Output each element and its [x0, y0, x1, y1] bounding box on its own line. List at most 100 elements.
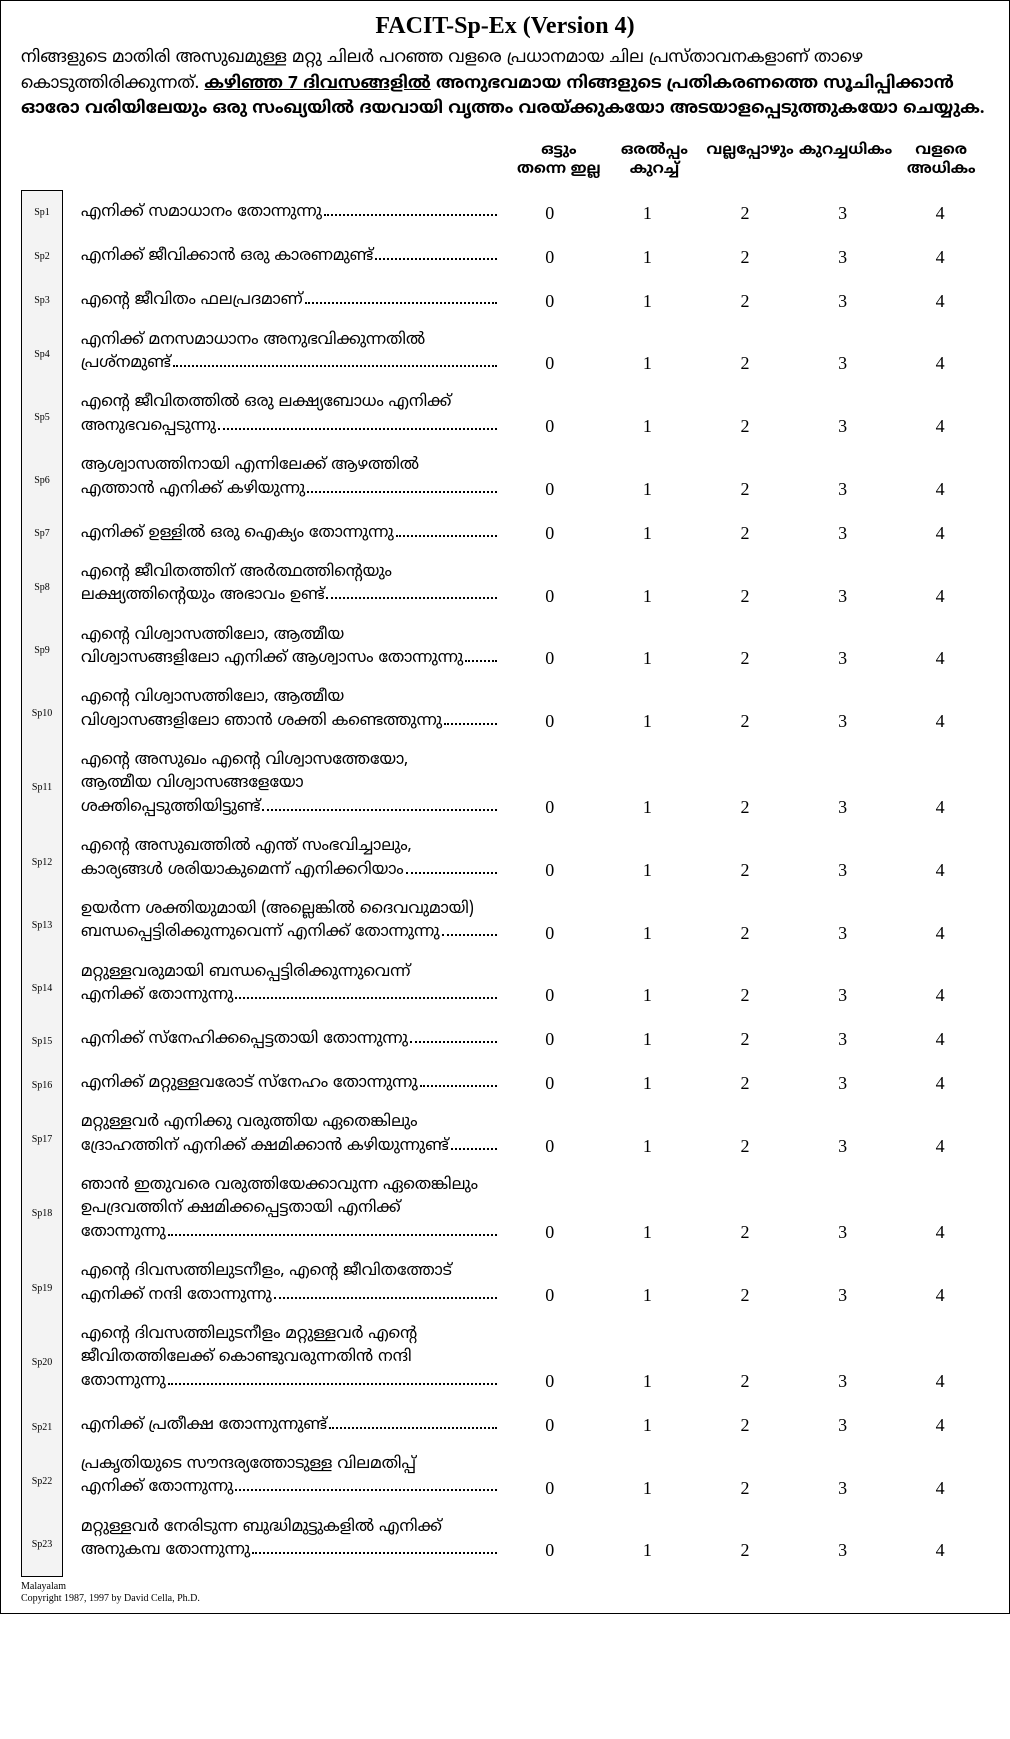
scale-option-4[interactable]: 4: [891, 1371, 989, 1394]
scale-option-0[interactable]: 0: [501, 1073, 599, 1096]
scale-option-1[interactable]: 1: [599, 1222, 697, 1245]
scale-option-3[interactable]: 3: [794, 860, 892, 883]
scale-option-2[interactable]: 2: [696, 353, 794, 376]
scale-option-2[interactable]: 2: [696, 1540, 794, 1563]
scale-option-1[interactable]: 1: [599, 479, 697, 502]
scale-option-4[interactable]: 4: [891, 1222, 989, 1245]
scale-option-1[interactable]: 1: [599, 291, 697, 314]
scale-option-4[interactable]: 4: [891, 416, 989, 439]
scale-option-4[interactable]: 4: [891, 1415, 989, 1438]
scale-option-3[interactable]: 3: [794, 1073, 892, 1096]
scale-option-4[interactable]: 4: [891, 923, 989, 946]
scale-option-3[interactable]: 3: [794, 353, 892, 376]
scale-option-3[interactable]: 3: [794, 479, 892, 502]
scale-option-4[interactable]: 4: [891, 1136, 989, 1159]
scale-option-1[interactable]: 1: [599, 648, 697, 671]
scale-option-3[interactable]: 3: [794, 416, 892, 439]
scale-option-4[interactable]: 4: [891, 1285, 989, 1308]
scale-option-2[interactable]: 2: [696, 860, 794, 883]
scale-option-1[interactable]: 1: [599, 1136, 697, 1159]
scale-option-0[interactable]: 0: [501, 923, 599, 946]
scale-option-2[interactable]: 2: [696, 1073, 794, 1096]
scale-option-2[interactable]: 2: [696, 1415, 794, 1438]
scale-option-1[interactable]: 1: [599, 923, 697, 946]
scale-option-2[interactable]: 2: [696, 479, 794, 502]
scale-option-2[interactable]: 2: [696, 1478, 794, 1501]
scale-option-3[interactable]: 3: [794, 797, 892, 820]
scale-option-4[interactable]: 4: [891, 586, 989, 609]
scale-option-2[interactable]: 2: [696, 648, 794, 671]
scale-option-0[interactable]: 0: [501, 1478, 599, 1501]
scale-option-2[interactable]: 2: [696, 416, 794, 439]
scale-option-1[interactable]: 1: [599, 353, 697, 376]
scale-option-3[interactable]: 3: [794, 1371, 892, 1394]
scale-option-0[interactable]: 0: [501, 1136, 599, 1159]
scale-option-1[interactable]: 1: [599, 586, 697, 609]
scale-option-0[interactable]: 0: [501, 291, 599, 314]
scale-option-3[interactable]: 3: [794, 1285, 892, 1308]
scale-option-4[interactable]: 4: [891, 291, 989, 314]
scale-option-2[interactable]: 2: [696, 586, 794, 609]
scale-option-1[interactable]: 1: [599, 523, 697, 546]
scale-option-0[interactable]: 0: [501, 416, 599, 439]
scale-option-4[interactable]: 4: [891, 1029, 989, 1052]
scale-option-0[interactable]: 0: [501, 353, 599, 376]
scale-option-0[interactable]: 0: [501, 797, 599, 820]
scale-option-0[interactable]: 0: [501, 523, 599, 546]
scale-option-1[interactable]: 1: [599, 797, 697, 820]
scale-option-4[interactable]: 4: [891, 648, 989, 671]
scale-option-3[interactable]: 3: [794, 1136, 892, 1159]
scale-option-1[interactable]: 1: [599, 1371, 697, 1394]
scale-option-0[interactable]: 0: [501, 985, 599, 1008]
scale-option-2[interactable]: 2: [696, 247, 794, 270]
scale-option-4[interactable]: 4: [891, 479, 989, 502]
scale-option-0[interactable]: 0: [501, 1029, 599, 1052]
scale-option-2[interactable]: 2: [696, 985, 794, 1008]
scale-option-2[interactable]: 2: [696, 1285, 794, 1308]
scale-option-3[interactable]: 3: [794, 1478, 892, 1501]
scale-option-3[interactable]: 3: [794, 1415, 892, 1438]
scale-option-1[interactable]: 1: [599, 1285, 697, 1308]
scale-option-2[interactable]: 2: [696, 711, 794, 734]
scale-option-2[interactable]: 2: [696, 523, 794, 546]
scale-option-1[interactable]: 1: [599, 860, 697, 883]
scale-option-1[interactable]: 1: [599, 203, 697, 226]
scale-option-0[interactable]: 0: [501, 648, 599, 671]
scale-option-4[interactable]: 4: [891, 523, 989, 546]
scale-option-3[interactable]: 3: [794, 985, 892, 1008]
scale-option-4[interactable]: 4: [891, 1478, 989, 1501]
scale-option-2[interactable]: 2: [696, 203, 794, 226]
scale-option-0[interactable]: 0: [501, 479, 599, 502]
scale-option-4[interactable]: 4: [891, 860, 989, 883]
scale-option-3[interactable]: 3: [794, 203, 892, 226]
scale-option-4[interactable]: 4: [891, 353, 989, 376]
scale-option-1[interactable]: 1: [599, 1540, 697, 1563]
scale-option-4[interactable]: 4: [891, 797, 989, 820]
scale-option-0[interactable]: 0: [501, 860, 599, 883]
scale-option-3[interactable]: 3: [794, 711, 892, 734]
scale-option-1[interactable]: 1: [599, 1029, 697, 1052]
scale-option-0[interactable]: 0: [501, 203, 599, 226]
scale-option-1[interactable]: 1: [599, 985, 697, 1008]
scale-option-4[interactable]: 4: [891, 247, 989, 270]
scale-option-3[interactable]: 3: [794, 1540, 892, 1563]
scale-option-1[interactable]: 1: [599, 247, 697, 270]
scale-option-0[interactable]: 0: [501, 1540, 599, 1563]
scale-option-1[interactable]: 1: [599, 416, 697, 439]
scale-option-1[interactable]: 1: [599, 1478, 697, 1501]
scale-option-0[interactable]: 0: [501, 1285, 599, 1308]
scale-option-4[interactable]: 4: [891, 203, 989, 226]
scale-option-0[interactable]: 0: [501, 247, 599, 270]
scale-option-2[interactable]: 2: [696, 291, 794, 314]
scale-option-0[interactable]: 0: [501, 586, 599, 609]
scale-option-1[interactable]: 1: [599, 1073, 697, 1096]
scale-option-4[interactable]: 4: [891, 985, 989, 1008]
scale-option-4[interactable]: 4: [891, 1073, 989, 1096]
scale-option-0[interactable]: 0: [501, 1371, 599, 1394]
scale-option-4[interactable]: 4: [891, 711, 989, 734]
scale-option-3[interactable]: 3: [794, 1029, 892, 1052]
scale-option-2[interactable]: 2: [696, 923, 794, 946]
scale-option-3[interactable]: 3: [794, 586, 892, 609]
scale-option-2[interactable]: 2: [696, 1222, 794, 1245]
scale-option-0[interactable]: 0: [501, 1415, 599, 1438]
